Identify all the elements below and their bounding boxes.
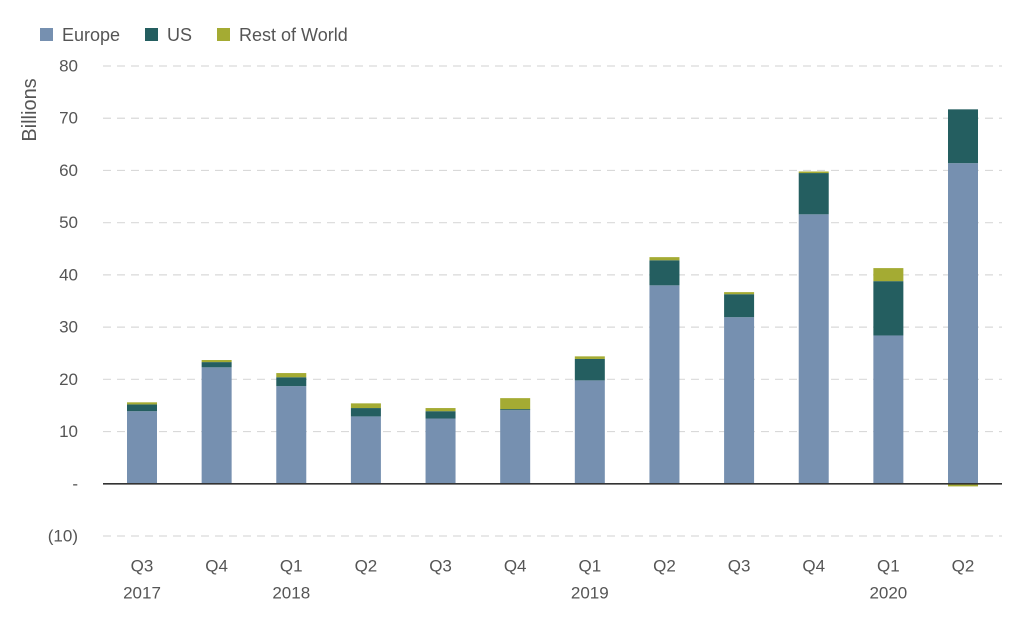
y-tick-label: 60	[59, 161, 78, 180]
bar-us	[425, 411, 456, 419]
y-tick-label: 70	[59, 109, 78, 128]
bar-europe	[873, 335, 904, 484]
x-tick-quarter: Q4	[504, 557, 527, 576]
bar-europe	[500, 410, 531, 484]
legend-swatch	[217, 28, 230, 41]
x-tick-quarter: Q1	[280, 557, 303, 576]
bar-rest-of-world	[201, 360, 232, 363]
x-tick-quarter: Q3	[131, 557, 154, 576]
x-tick-year: 2017	[123, 584, 161, 603]
y-axis-ticks: (10) - 10 20 30 40 50 60 70 80	[48, 57, 78, 546]
bar-rest-of-world	[724, 292, 755, 295]
legend: Europe US Rest of World	[40, 25, 348, 45]
x-tick-quarter: Q3	[728, 557, 751, 576]
legend-label: Rest of World	[239, 25, 348, 45]
bar-us	[798, 173, 829, 215]
bar-rest-of-world	[500, 398, 531, 410]
bar-us	[500, 409, 531, 411]
y-tick-label: 30	[59, 318, 78, 337]
bar-stack	[201, 360, 232, 484]
bar-europe	[350, 416, 381, 484]
bar-us	[201, 362, 232, 368]
legend-swatch	[145, 28, 158, 41]
y-axis-title: Billions	[19, 78, 41, 141]
y-tick-label: (10)	[48, 527, 78, 546]
bar-stack	[798, 171, 829, 484]
bar-rest-of-world	[948, 483, 978, 487]
y-tick-label: 10	[59, 422, 78, 441]
bar-rest-of-world	[425, 408, 456, 412]
bar-europe	[276, 386, 307, 484]
bar-us	[724, 294, 755, 318]
bar-us	[574, 358, 605, 381]
bar-europe	[649, 285, 680, 484]
bar-us	[350, 408, 381, 417]
bar-europe	[127, 411, 157, 484]
y-tick-label: 80	[59, 57, 78, 76]
bar-us	[948, 109, 978, 164]
bar-europe	[574, 380, 605, 484]
x-tick-quarter: Q2	[355, 557, 378, 576]
y-tick-label: -	[72, 474, 78, 493]
bar-stack	[724, 292, 755, 484]
legend-swatch	[40, 28, 53, 41]
bars	[127, 109, 978, 487]
bar-stack	[425, 408, 456, 484]
bar-rest-of-world	[574, 356, 605, 359]
bar-europe	[798, 214, 829, 484]
legend-item: Rest of World	[217, 25, 348, 45]
legend-item: Europe	[40, 25, 120, 45]
legend-label: Europe	[62, 25, 120, 45]
x-tick-quarter: Q1	[578, 557, 601, 576]
x-tick-quarter: Q1	[877, 557, 900, 576]
bar-us	[127, 404, 157, 412]
bar-stack	[574, 356, 605, 484]
legend-item: US	[145, 25, 192, 45]
bar-rest-of-world	[127, 402, 157, 405]
bar-europe	[425, 418, 456, 484]
bar-us	[649, 260, 680, 286]
bar-us	[276, 377, 307, 387]
x-tick-quarter: Q4	[802, 557, 825, 576]
bar-rest-of-world	[649, 257, 680, 261]
x-tick-quarter: Q2	[952, 557, 975, 576]
x-tick-quarter: Q3	[429, 557, 452, 576]
bar-rest-of-world	[276, 373, 307, 378]
bar-stack	[873, 268, 904, 484]
x-tick-year: 2020	[869, 584, 907, 603]
legend-label: US	[167, 25, 192, 45]
bar-stack	[948, 109, 978, 487]
bar-stack	[127, 402, 157, 484]
bar-rest-of-world	[873, 268, 904, 282]
bar-rest-of-world	[350, 403, 381, 409]
x-tick-year: 2018	[272, 584, 310, 603]
bar-europe	[724, 317, 755, 484]
x-axis-ticks: Q3 2017 Q4 Q1 2018 Q2 Q3 Q4 Q1 2019 Q2 Q3 Q4 Q1 2020 Q2	[123, 557, 974, 603]
bar-stack	[649, 257, 680, 484]
x-tick-year: 2019	[571, 584, 609, 603]
bar-rest-of-world	[798, 171, 829, 174]
bar-stack	[276, 373, 307, 484]
x-tick-quarter: Q2	[653, 557, 676, 576]
bar-stack	[350, 403, 381, 484]
gridlines	[103, 65, 1002, 537]
y-tick-label: 20	[59, 370, 78, 389]
x-tick-quarter: Q4	[205, 557, 228, 576]
bar-europe	[948, 163, 978, 484]
y-tick-label: 40	[59, 265, 78, 284]
bar-stack	[500, 398, 531, 484]
y-tick-label: 50	[59, 213, 78, 232]
bar-us	[873, 281, 904, 336]
bar-europe	[201, 367, 232, 484]
